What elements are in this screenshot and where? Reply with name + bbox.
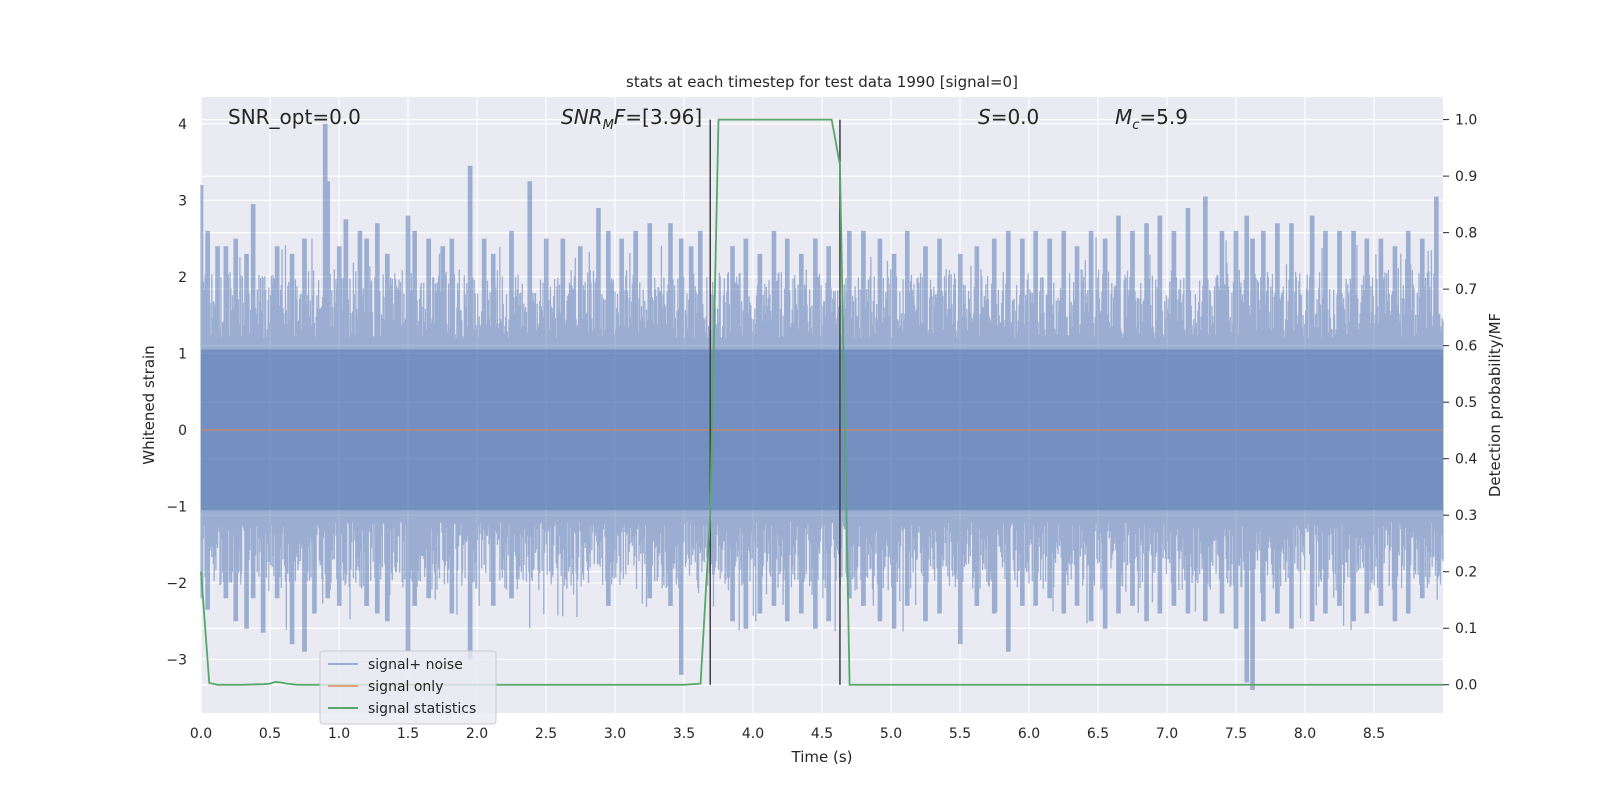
x-tick-label: 1.5 (397, 726, 419, 742)
legend: signal+ noise signal only signal statist… (319, 650, 497, 725)
x-tick-label: 3.5 (673, 726, 695, 742)
annotation-snr-mf: SNRMF=[3.96] (561, 105, 702, 133)
annotation-snr-opt: SNR_opt=0.0 (228, 105, 361, 129)
annotation-mc: Mc=5.9 (1115, 105, 1188, 133)
x-tick-label: 5.5 (949, 726, 971, 742)
mc-symbol: M (1115, 105, 1132, 129)
y-tick-label-left: 2 (178, 270, 187, 286)
y-tick-label-left: 4 (178, 117, 187, 133)
x-tick-label: 1.0 (328, 726, 350, 742)
s-value: =0.0 (991, 105, 1040, 129)
snr-mf-subscript: M (603, 118, 614, 133)
y-tick-label-right: 0.2 (1455, 565, 1477, 581)
y-axis-label-left: Whitened strain (140, 345, 158, 464)
y-tick-label-left: 1 (178, 346, 187, 362)
x-tick-label: 4.5 (811, 726, 833, 742)
y-tick-label-right: 0.7 (1455, 282, 1477, 298)
x-tick-label: 0.0 (190, 726, 212, 742)
y-tick-label-right: 0.8 (1455, 226, 1477, 242)
y-tick-label-right: 0.9 (1455, 169, 1477, 185)
snr-mf-value: =[3.96] (625, 105, 702, 129)
y-tick-label-left: −1 (166, 499, 187, 515)
y-tick-label-left: −3 (166, 652, 187, 668)
y-tick-label-right: 0.3 (1455, 508, 1477, 524)
x-tick-label: 8.0 (1294, 726, 1316, 742)
x-tick-label: 4.0 (742, 726, 764, 742)
x-tick-label: 2.0 (466, 726, 488, 742)
x-tick-label: 0.5 (259, 726, 281, 742)
y-tick-label-right: 0.6 (1455, 339, 1477, 355)
s-symbol: S (978, 105, 991, 129)
y-tick-label-right: 0.0 (1455, 678, 1477, 694)
y-axis-label-right: Detection probability/MF (1486, 313, 1504, 497)
y-tick-label-right: 0.1 (1455, 621, 1477, 637)
x-axis-label: Time (s) (791, 748, 853, 766)
x-tick-label: 5.0 (880, 726, 902, 742)
x-tick-label: 7.0 (1156, 726, 1178, 742)
legend-box (319, 650, 497, 725)
y-tick-label-right: 0.4 (1455, 452, 1477, 468)
mc-subscript: c (1132, 118, 1139, 133)
snr-mf-mid: F (614, 105, 626, 129)
x-tick-label: 6.0 (1018, 726, 1040, 742)
y-tick-label-right: 0.5 (1455, 395, 1477, 411)
x-tick-label: 2.5 (535, 726, 557, 742)
legend-label-signal-statistics: signal statistics (368, 701, 476, 717)
x-tick-label: 8.5 (1363, 726, 1385, 742)
x-tick-label: 7.5 (1225, 726, 1247, 742)
x-tick-label: 3.0 (604, 726, 626, 742)
y-tick-label-left: 3 (178, 193, 187, 209)
y-tick-label-left: −2 (166, 576, 187, 592)
legend-label-signal-noise: signal+ noise (368, 657, 463, 673)
mc-value: =5.9 (1139, 105, 1188, 129)
x-tick-label: 6.5 (1087, 726, 1109, 742)
legend-label-signal-only: signal only (368, 679, 443, 695)
chart-title: stats at each timestep for test data 199… (626, 73, 1018, 91)
y-tick-label-right: 1.0 (1455, 113, 1477, 129)
y-tick-label-left: 0 (178, 423, 187, 439)
annotation-s: S=0.0 (978, 105, 1039, 129)
snr-mf-prefix: SNR (561, 105, 603, 129)
tick-labels: 0.0 0.5 1.0 1.5 2.0 2.5 3.0 3.5 4.0 4.5 5.0 5.5 6.0 6… (166, 113, 1477, 742)
